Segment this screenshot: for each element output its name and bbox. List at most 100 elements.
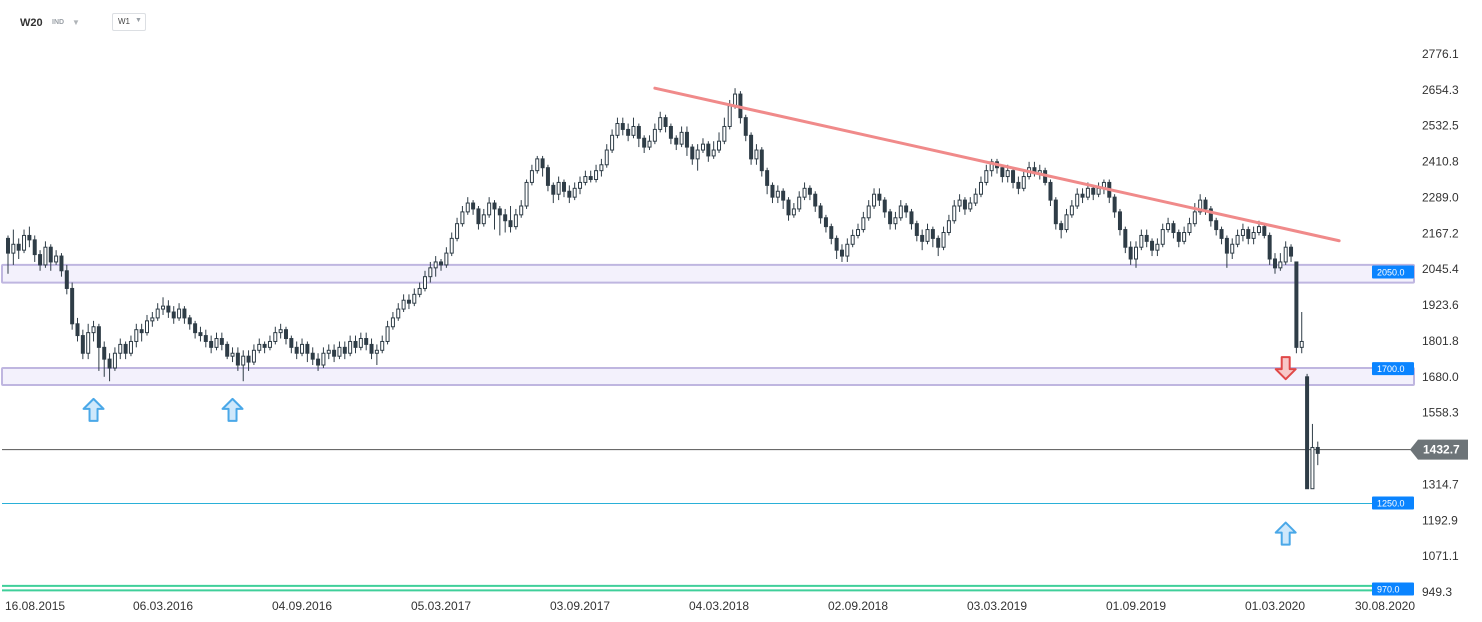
candle [75,317,80,342]
x-tick-label: 03.03.2019 [967,599,1027,613]
candle [1182,226,1187,245]
candle [1091,185,1096,201]
candle [610,129,615,153]
candle [684,126,689,156]
candle-body [417,287,422,295]
candle [898,200,903,221]
candle-body [658,117,663,130]
candle [316,353,321,371]
candle [1192,203,1197,227]
candle-body [48,246,53,263]
candle [102,341,107,377]
candle [1198,194,1203,215]
candle [925,223,930,245]
candle [791,203,796,218]
candle-body [856,229,861,236]
x-tick-label: 02.09.2018 [828,599,888,613]
candle [652,123,657,145]
candle-body [283,329,288,340]
candle [1037,164,1042,180]
candle-body [914,223,919,236]
candle [278,323,283,339]
current-price-label: 1432.7 [1423,443,1460,457]
trendline-layer [653,86,1341,243]
candle-body [786,199,791,216]
candle-body [668,125,673,139]
candle [535,155,540,174]
candle [171,306,176,324]
candle-body [839,249,844,257]
candle [96,323,101,371]
y-tick-label: 1192.9 [1422,513,1458,527]
y-tick-label: 949.3 [1422,585,1452,599]
candle-body [898,205,903,219]
candle-body [572,187,577,198]
candle [43,241,48,268]
candle [861,211,866,233]
candle-body [166,305,171,313]
candle-body [1069,205,1074,216]
y-tick-label: 1071.1 [1422,549,1459,563]
candle-body [1176,231,1181,242]
candle-body [1256,226,1261,233]
candle [540,155,545,177]
candle [877,188,882,206]
candle-body [401,299,406,310]
candle [968,197,973,212]
candle-body [444,252,449,266]
candle [615,117,620,139]
x-tick-label: 04.03.2018 [689,599,749,613]
candle-body [540,158,545,169]
candle-body [722,125,727,142]
candle-body [519,205,524,216]
level-tag: 1250.0 [1372,496,1414,510]
candle-body [941,231,946,248]
current-price-tag-bg [1410,439,1468,460]
candle [193,320,198,339]
candle-body [6,237,10,254]
candle [524,179,529,209]
candle [1096,182,1101,198]
candle-body [294,346,299,354]
candle [337,341,342,360]
candle-body [187,317,192,325]
candle-body [1273,258,1278,269]
candle [930,226,935,248]
candle-body [1251,231,1256,239]
current-price-tag: 1432.7 [1410,439,1468,460]
candle-body [80,335,85,354]
candle-body [984,170,989,183]
candle-body [342,346,347,354]
instrument-type-label: IND [52,19,65,26]
candle-body [177,308,182,319]
timeframe-select[interactable]: W1 ▼ [112,13,146,31]
candle [1150,238,1155,257]
candle-body [968,202,973,210]
candle-body [1155,243,1160,251]
candle [1294,261,1299,354]
arrow-down-icon [1274,356,1297,381]
candle [364,332,369,351]
candle [209,335,214,354]
candle [342,341,347,360]
candle [38,250,43,271]
candle [556,176,561,201]
candle [513,208,518,230]
candle [465,197,470,215]
candle [348,335,353,357]
signal-arrows-layer [82,356,1297,546]
candle-body [765,170,770,186]
candle [797,191,802,212]
candle [428,261,433,283]
candle [267,335,272,351]
symbol-caret-down-icon[interactable]: ▼ [72,18,80,27]
candle [952,200,957,224]
candle [604,144,609,168]
candle-body [1262,226,1267,236]
candle [839,244,844,262]
symbol-label[interactable]: W20 [20,17,43,29]
candle-body [524,181,529,207]
candle-body [75,323,80,337]
candle-body [465,202,470,213]
